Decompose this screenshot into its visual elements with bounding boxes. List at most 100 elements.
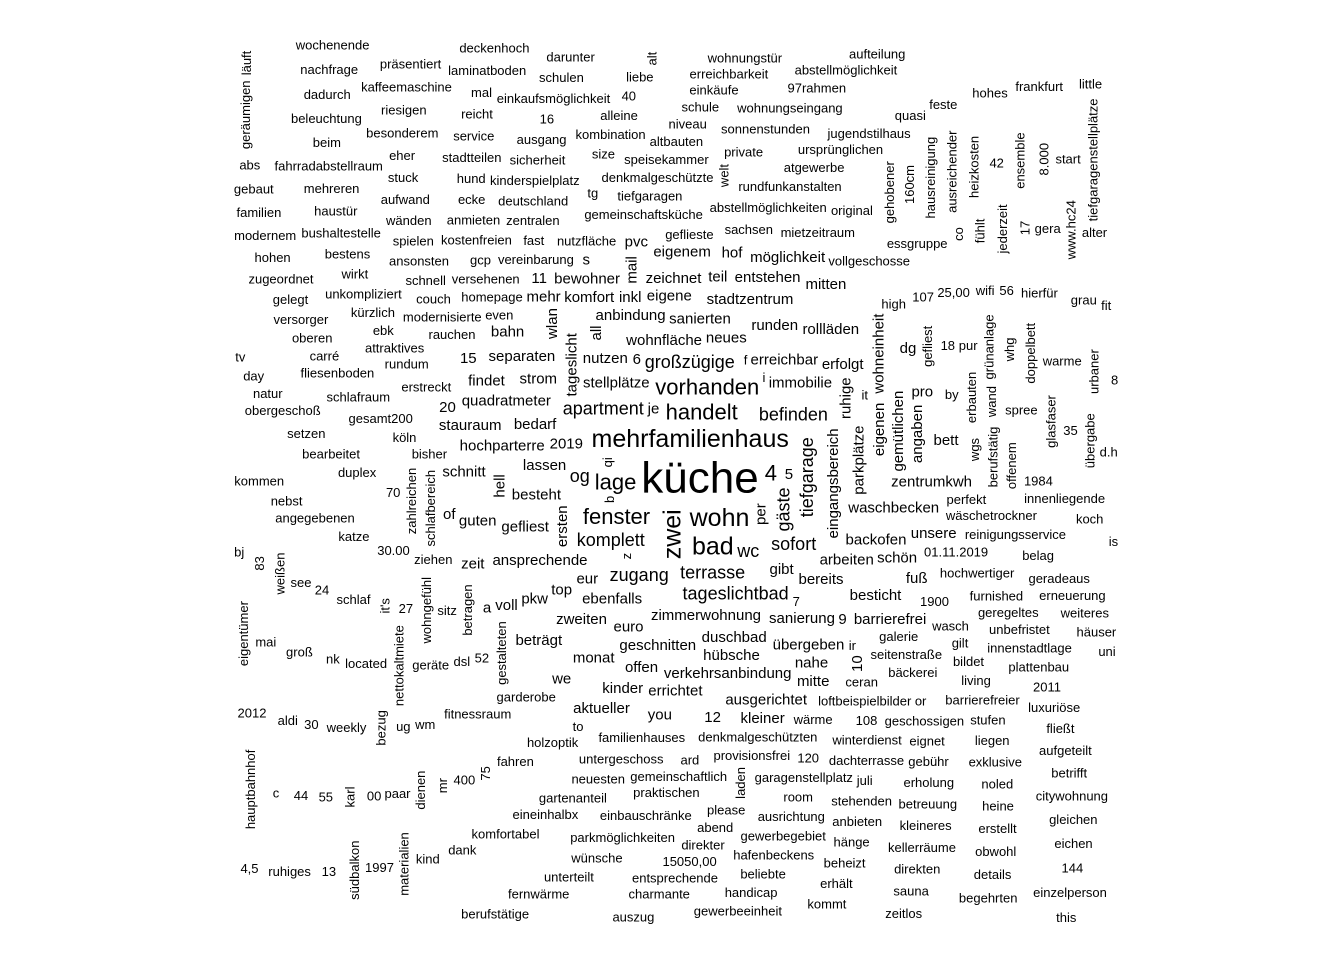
word: wirkt — [341, 267, 369, 282]
word: riesigen — [381, 103, 427, 118]
word: living — [961, 673, 991, 688]
word: this — [1056, 910, 1077, 925]
word: familienhauses — [598, 730, 685, 745]
word: 52 — [475, 650, 489, 665]
word: located — [345, 656, 387, 671]
word: angaben — [909, 405, 926, 463]
word: kaffeemaschine — [361, 80, 452, 95]
word: nahe — [795, 655, 828, 672]
word: all — [588, 325, 605, 340]
word: fenster — [583, 504, 650, 529]
word: eigene — [647, 288, 692, 305]
word: deutschland — [498, 193, 568, 208]
word: vollgeschosse — [828, 254, 910, 269]
word: stellplätze — [583, 374, 650, 391]
word: 70 — [386, 485, 400, 500]
word: sonnenstunden — [721, 122, 810, 137]
word: s — [583, 252, 591, 269]
word: tv — [235, 350, 246, 365]
word: rundum — [385, 357, 429, 372]
word: little — [1079, 77, 1102, 92]
word: essgruppe — [887, 236, 948, 251]
word: pur — [959, 338, 978, 353]
word: anbindung — [596, 307, 666, 324]
word: geschossigen — [885, 713, 965, 728]
word: even — [485, 308, 513, 323]
word: jederzeit — [995, 204, 1010, 255]
word: nutzfläche — [557, 234, 616, 249]
word: 00 — [367, 788, 381, 803]
word: plattenbau — [1008, 660, 1069, 675]
word: see — [291, 575, 312, 590]
word: einzelperson — [1033, 885, 1107, 900]
word: tiefgaragen — [617, 189, 682, 204]
word: room — [783, 790, 813, 805]
word: wärme — [793, 712, 833, 727]
word: kleiner — [741, 710, 785, 727]
word: ard — [681, 752, 700, 767]
word: heizkosten — [966, 136, 981, 198]
word: haustür — [314, 204, 358, 219]
word: kinder — [602, 680, 643, 697]
word: anbieten — [832, 814, 882, 829]
word: komfort — [564, 289, 615, 306]
word: to — [573, 719, 584, 734]
word: schnitt — [442, 464, 486, 481]
word: handelt — [666, 400, 738, 425]
word: betreuung — [899, 796, 958, 811]
word: ziehen — [414, 552, 452, 567]
word: we — [551, 671, 571, 688]
word: heine — [982, 799, 1014, 814]
word: eur — [576, 571, 598, 588]
word: teil — [708, 269, 727, 286]
word: zeit — [461, 555, 485, 572]
word: inkl — [619, 289, 642, 306]
word: vereinbarung — [498, 252, 574, 267]
word: rundfunkanstalten — [738, 179, 841, 194]
word: läuft — [239, 50, 254, 75]
word: ir — [849, 638, 857, 653]
word: zentrumkwh — [891, 473, 972, 490]
word: co — [951, 227, 966, 241]
word: kombination — [576, 127, 646, 142]
word: fließt — [1046, 721, 1075, 736]
word: hof — [722, 245, 744, 262]
word: please — [707, 802, 745, 817]
word: seitenstraße — [871, 647, 943, 662]
word: groß — [286, 644, 313, 659]
word: liegen — [975, 733, 1010, 748]
word: modernisierte — [403, 310, 482, 325]
word: berufstätig — [986, 427, 1001, 488]
word: juli — [856, 773, 873, 788]
word: gewerbegebiet — [741, 828, 827, 843]
word: 10 — [849, 655, 866, 672]
word: quasi — [895, 108, 926, 123]
word: versehenen — [452, 271, 520, 286]
word: 30 — [304, 717, 318, 732]
word: zugeordnet — [248, 271, 313, 286]
word: abstellmöglichkeit — [795, 63, 898, 78]
word: nutzen — [583, 350, 628, 367]
word: 17 — [1017, 221, 1032, 235]
word: og — [570, 466, 590, 486]
word: f — [744, 353, 748, 368]
word: lassen — [523, 457, 566, 474]
word: einkaufsmöglichkeit — [497, 91, 611, 106]
word: zeichnet — [646, 270, 703, 287]
word: charmante — [628, 887, 689, 902]
word: geräumigen — [238, 80, 253, 149]
word: spielen — [393, 234, 434, 249]
word: schlafraum — [327, 389, 391, 404]
word: kommen — [234, 474, 284, 489]
word: eingangsbereich — [825, 428, 842, 538]
word: pro — [911, 384, 933, 401]
word: eichen — [1054, 836, 1092, 851]
word: bearbeitet — [302, 447, 360, 462]
word: ausgang — [517, 132, 567, 147]
word: koch — [1076, 511, 1103, 526]
word: altbauten — [650, 134, 704, 149]
word: hausreinigung — [923, 137, 938, 219]
word: köln — [393, 430, 417, 445]
word: zugang — [610, 565, 669, 585]
word: fitnessraum — [444, 706, 511, 721]
